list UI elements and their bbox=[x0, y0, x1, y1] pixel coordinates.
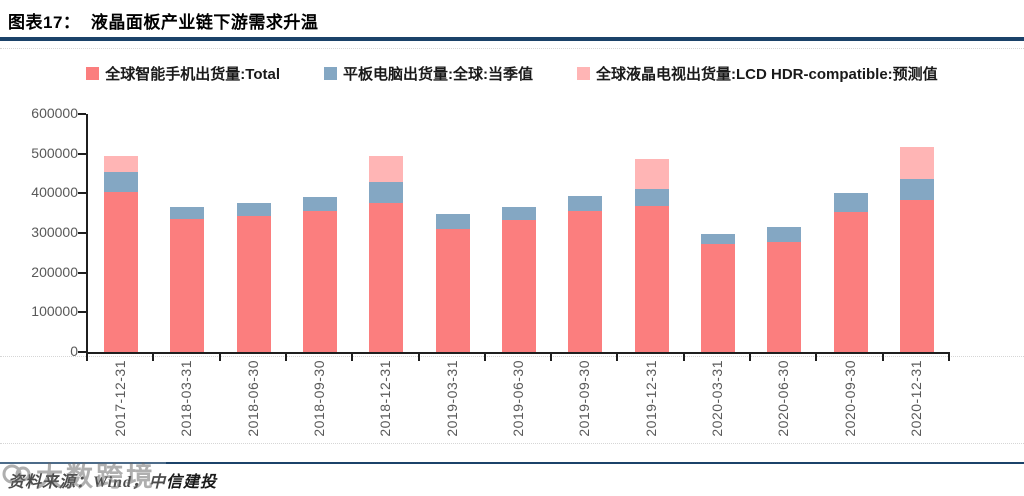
bar-segment-2019-03-31 bbox=[435, 228, 470, 352]
footer-rule bbox=[0, 462, 1024, 464]
y-axis-tick-label: 500000 bbox=[31, 144, 78, 161]
bar-segment-2018-12-31 bbox=[369, 182, 404, 204]
source-text: 资料来源：Wind，中信建投 bbox=[8, 474, 217, 491]
bar-segment-2019-09-30 bbox=[568, 195, 603, 212]
y-axis-tick bbox=[78, 232, 86, 234]
bar-segment-2017-12-31 bbox=[104, 156, 139, 173]
bar-segment-2020-03-31 bbox=[700, 233, 735, 244]
x-axis-tick bbox=[682, 354, 685, 361]
bar-segment-2019-12-31 bbox=[634, 206, 669, 352]
legend-swatch-icon bbox=[86, 67, 100, 80]
bar-segment-2018-06-30 bbox=[236, 216, 271, 352]
watermark-dotted-line-middle bbox=[0, 356, 1024, 357]
bar-segment-2020-09-30 bbox=[833, 193, 868, 213]
title-rule bbox=[0, 37, 1024, 41]
bar-segment-2020-03-31 bbox=[700, 243, 735, 352]
x-axis-tick-label: 2019-06-30 bbox=[510, 360, 526, 437]
bar-segment-2018-03-31 bbox=[170, 206, 205, 219]
y-axis-tick bbox=[78, 351, 86, 353]
x-axis-tick bbox=[749, 354, 752, 361]
watermark-dotted-line-top bbox=[0, 48, 1024, 49]
x-axis-tick bbox=[483, 354, 486, 361]
x-axis-tick-label: 2020-06-30 bbox=[775, 360, 792, 437]
legend-item-0: 全球智能手机出货量:Total bbox=[86, 63, 280, 84]
x-axis-tick bbox=[218, 354, 221, 361]
bar-segment-2020-06-30 bbox=[767, 242, 802, 352]
x-axis-tick-label: 2019-12-31 bbox=[642, 360, 659, 437]
bar-segment-2018-06-30 bbox=[236, 203, 271, 217]
bar-segment-2020-12-31 bbox=[899, 179, 934, 200]
x-axis-tick bbox=[152, 354, 155, 361]
bar-segment-2019-06-30 bbox=[502, 207, 536, 221]
y-axis-tick bbox=[78, 311, 86, 314]
bar-segment-2018-03-31 bbox=[170, 218, 205, 352]
legend-swatch-icon bbox=[324, 67, 338, 80]
y-axis-tick bbox=[78, 113, 86, 115]
x-axis-spine bbox=[86, 352, 950, 354]
y-axis-tick-label: 400000 bbox=[31, 184, 78, 201]
x-axis-tick bbox=[284, 354, 287, 361]
bar-segment-2020-12-31 bbox=[899, 147, 934, 180]
y-axis-tick bbox=[78, 152, 86, 155]
bar-segment-2017-12-31 bbox=[104, 192, 139, 352]
legend-item-1: 平板电脑出货量:全球:当季值 bbox=[324, 63, 533, 84]
y-axis-tick bbox=[78, 192, 86, 195]
y-axis-tick-label: 200000 bbox=[31, 263, 78, 280]
bar-segment-2019-12-31 bbox=[634, 188, 669, 207]
x-axis-tick bbox=[881, 354, 884, 361]
x-axis-tick-label: 2018-12-31 bbox=[377, 360, 394, 437]
watermark-dotted-line-bottom bbox=[0, 443, 1024, 444]
bar-segment-2019-09-30 bbox=[568, 211, 603, 352]
x-axis-tick bbox=[550, 354, 553, 361]
chart-legend: 全球智能手机出货量:Total 平板电脑出货量:全球:当季值 全球液晶电视出货量:L… bbox=[0, 63, 1024, 84]
x-axis-tick-label: 2018-06-30 bbox=[244, 360, 261, 437]
y-axis-tick-label: 600000 bbox=[31, 105, 78, 121]
legend-label: 全球液晶电视出货量:LCD HDR-compatible:预测值 bbox=[596, 66, 938, 83]
bar-segment-2018-12-31 bbox=[369, 156, 404, 183]
y-axis-tick-label: 300000 bbox=[31, 224, 78, 240]
y-axis-tick-label: 100000 bbox=[31, 303, 78, 320]
x-axis-tick-label: 2018-09-30 bbox=[311, 360, 328, 437]
x-axis-tick bbox=[948, 354, 950, 361]
legend-label: 全球智能手机出货量:Total bbox=[105, 66, 281, 83]
bar-segment-2018-09-30 bbox=[303, 211, 338, 352]
bar-segment-2018-09-30 bbox=[303, 196, 338, 212]
legend-item-2: 全球液晶电视出货量:LCD HDR-compatible:预测值 bbox=[577, 63, 938, 84]
x-axis-tick bbox=[815, 354, 818, 361]
x-axis-tick-label: 2019-09-30 bbox=[576, 360, 593, 437]
x-axis-tick-label: 2020-12-31 bbox=[907, 360, 924, 437]
x-axis-tick bbox=[351, 354, 354, 361]
bar-segment-2019-06-30 bbox=[502, 220, 536, 352]
x-axis-tick-label: 2020-09-30 bbox=[841, 360, 858, 437]
bar-segment-2020-09-30 bbox=[833, 212, 868, 352]
figure-title: 图表17： 液晶面板产业链下游需求升温 bbox=[8, 13, 319, 32]
bar-segment-2020-12-31 bbox=[899, 199, 934, 352]
legend-swatch-icon bbox=[577, 67, 591, 80]
x-axis-tick-label: 2019-03-31 bbox=[443, 360, 460, 437]
x-axis-tick-label: 2017-12-31 bbox=[112, 360, 129, 437]
x-axis-tick-label: 2020-03-31 bbox=[708, 360, 725, 437]
legend-label: 平板电脑出货量:全球:当季值 bbox=[343, 66, 534, 83]
bar-segment-2020-06-30 bbox=[767, 227, 802, 243]
x-axis-tick bbox=[86, 354, 88, 361]
bar-segment-2017-12-31 bbox=[104, 172, 139, 193]
bar-segment-2019-03-31 bbox=[435, 214, 470, 229]
y-axis-tick-label: 0 bbox=[70, 343, 78, 359]
y-axis-spine bbox=[86, 114, 88, 354]
y-axis-tick bbox=[78, 271, 86, 274]
bar-segment-2018-12-31 bbox=[369, 203, 404, 352]
bar-segment-2019-12-31 bbox=[634, 159, 669, 189]
x-axis-tick bbox=[616, 354, 619, 361]
x-axis-tick-label: 2018-03-31 bbox=[178, 360, 195, 437]
x-axis-tick bbox=[417, 354, 420, 361]
